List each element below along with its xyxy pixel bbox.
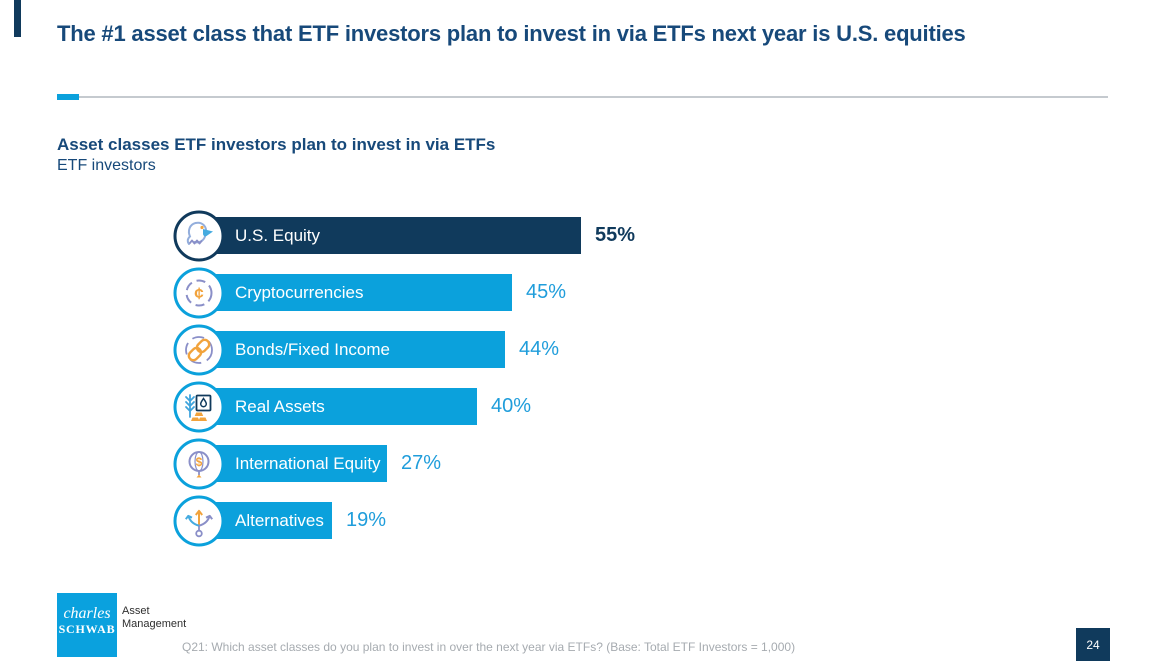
asset-management-line2: Management xyxy=(122,618,187,630)
cent-coin-icon: ¢ xyxy=(173,267,225,319)
branching-arrows-icon xyxy=(173,495,225,547)
bar-label: International Equity xyxy=(235,453,381,473)
asset-management-label: Asset Management xyxy=(122,605,186,631)
eagle-icon xyxy=(173,210,225,262)
bar: Bonds/Fixed Income xyxy=(200,331,505,368)
bar-label: U.S. Equity xyxy=(235,225,321,245)
bar-row: Bonds/Fixed Income 44% xyxy=(173,324,873,376)
bar-label: Cryptocurrencies xyxy=(235,282,364,302)
commodities-icon xyxy=(173,381,225,433)
svg-text:¢: ¢ xyxy=(194,284,204,303)
page-number-badge: 24 xyxy=(1076,628,1110,661)
bar-value: 45% xyxy=(526,281,567,303)
logo-schwab-text: SCHWAB xyxy=(58,622,116,636)
chart-title: Asset classes ETF investors plan to inve… xyxy=(57,135,496,154)
globe-dollar-icon: $ xyxy=(173,438,225,490)
bar-row: Alternatives 19% xyxy=(173,495,873,547)
svg-text:$: $ xyxy=(196,455,203,469)
bar: U.S. Equity xyxy=(200,217,581,254)
divider-accent xyxy=(57,94,79,100)
slide-title: The #1 asset class that ETF investors pl… xyxy=(57,21,966,46)
asset-management-line1: Asset xyxy=(122,605,150,617)
bar-row: International Equity $27% xyxy=(173,438,873,490)
top-left-accent-bar xyxy=(14,0,21,37)
footnote: Q21: Which asset classes do you plan to … xyxy=(182,640,796,654)
chart-header: Asset classes ETF investors plan to inve… xyxy=(57,134,495,177)
bar: International Equity xyxy=(200,445,387,482)
bar-value: 55% xyxy=(595,224,636,246)
bar-row: Cryptocurrencies ¢ 45% xyxy=(173,267,873,319)
bar-label: Alternatives xyxy=(235,510,324,530)
bar-label: Bonds/Fixed Income xyxy=(235,339,390,359)
bar-row: Real Assets 40% xyxy=(173,381,873,433)
bar: Cryptocurrencies xyxy=(200,274,512,311)
bar-value: 19% xyxy=(346,509,387,531)
logo-charles-text: charles xyxy=(63,605,111,622)
bar-value: 40% xyxy=(491,395,532,417)
bar-value: 27% xyxy=(401,452,442,474)
bar: Real Assets xyxy=(200,388,477,425)
title-divider xyxy=(57,94,1108,100)
chain-link-icon xyxy=(173,324,225,376)
bar-chart: U.S. Equity 55% Cryptocurrencies ¢ 45% Bonds/… xyxy=(173,210,873,552)
chart-subtitle: ETF investors xyxy=(57,157,156,174)
bar-label: Real Assets xyxy=(235,396,325,416)
charles-schwab-logo: charles SCHWAB xyxy=(57,593,117,657)
bar-value: 44% xyxy=(519,338,560,360)
bar-row: U.S. Equity 55% xyxy=(173,210,873,262)
